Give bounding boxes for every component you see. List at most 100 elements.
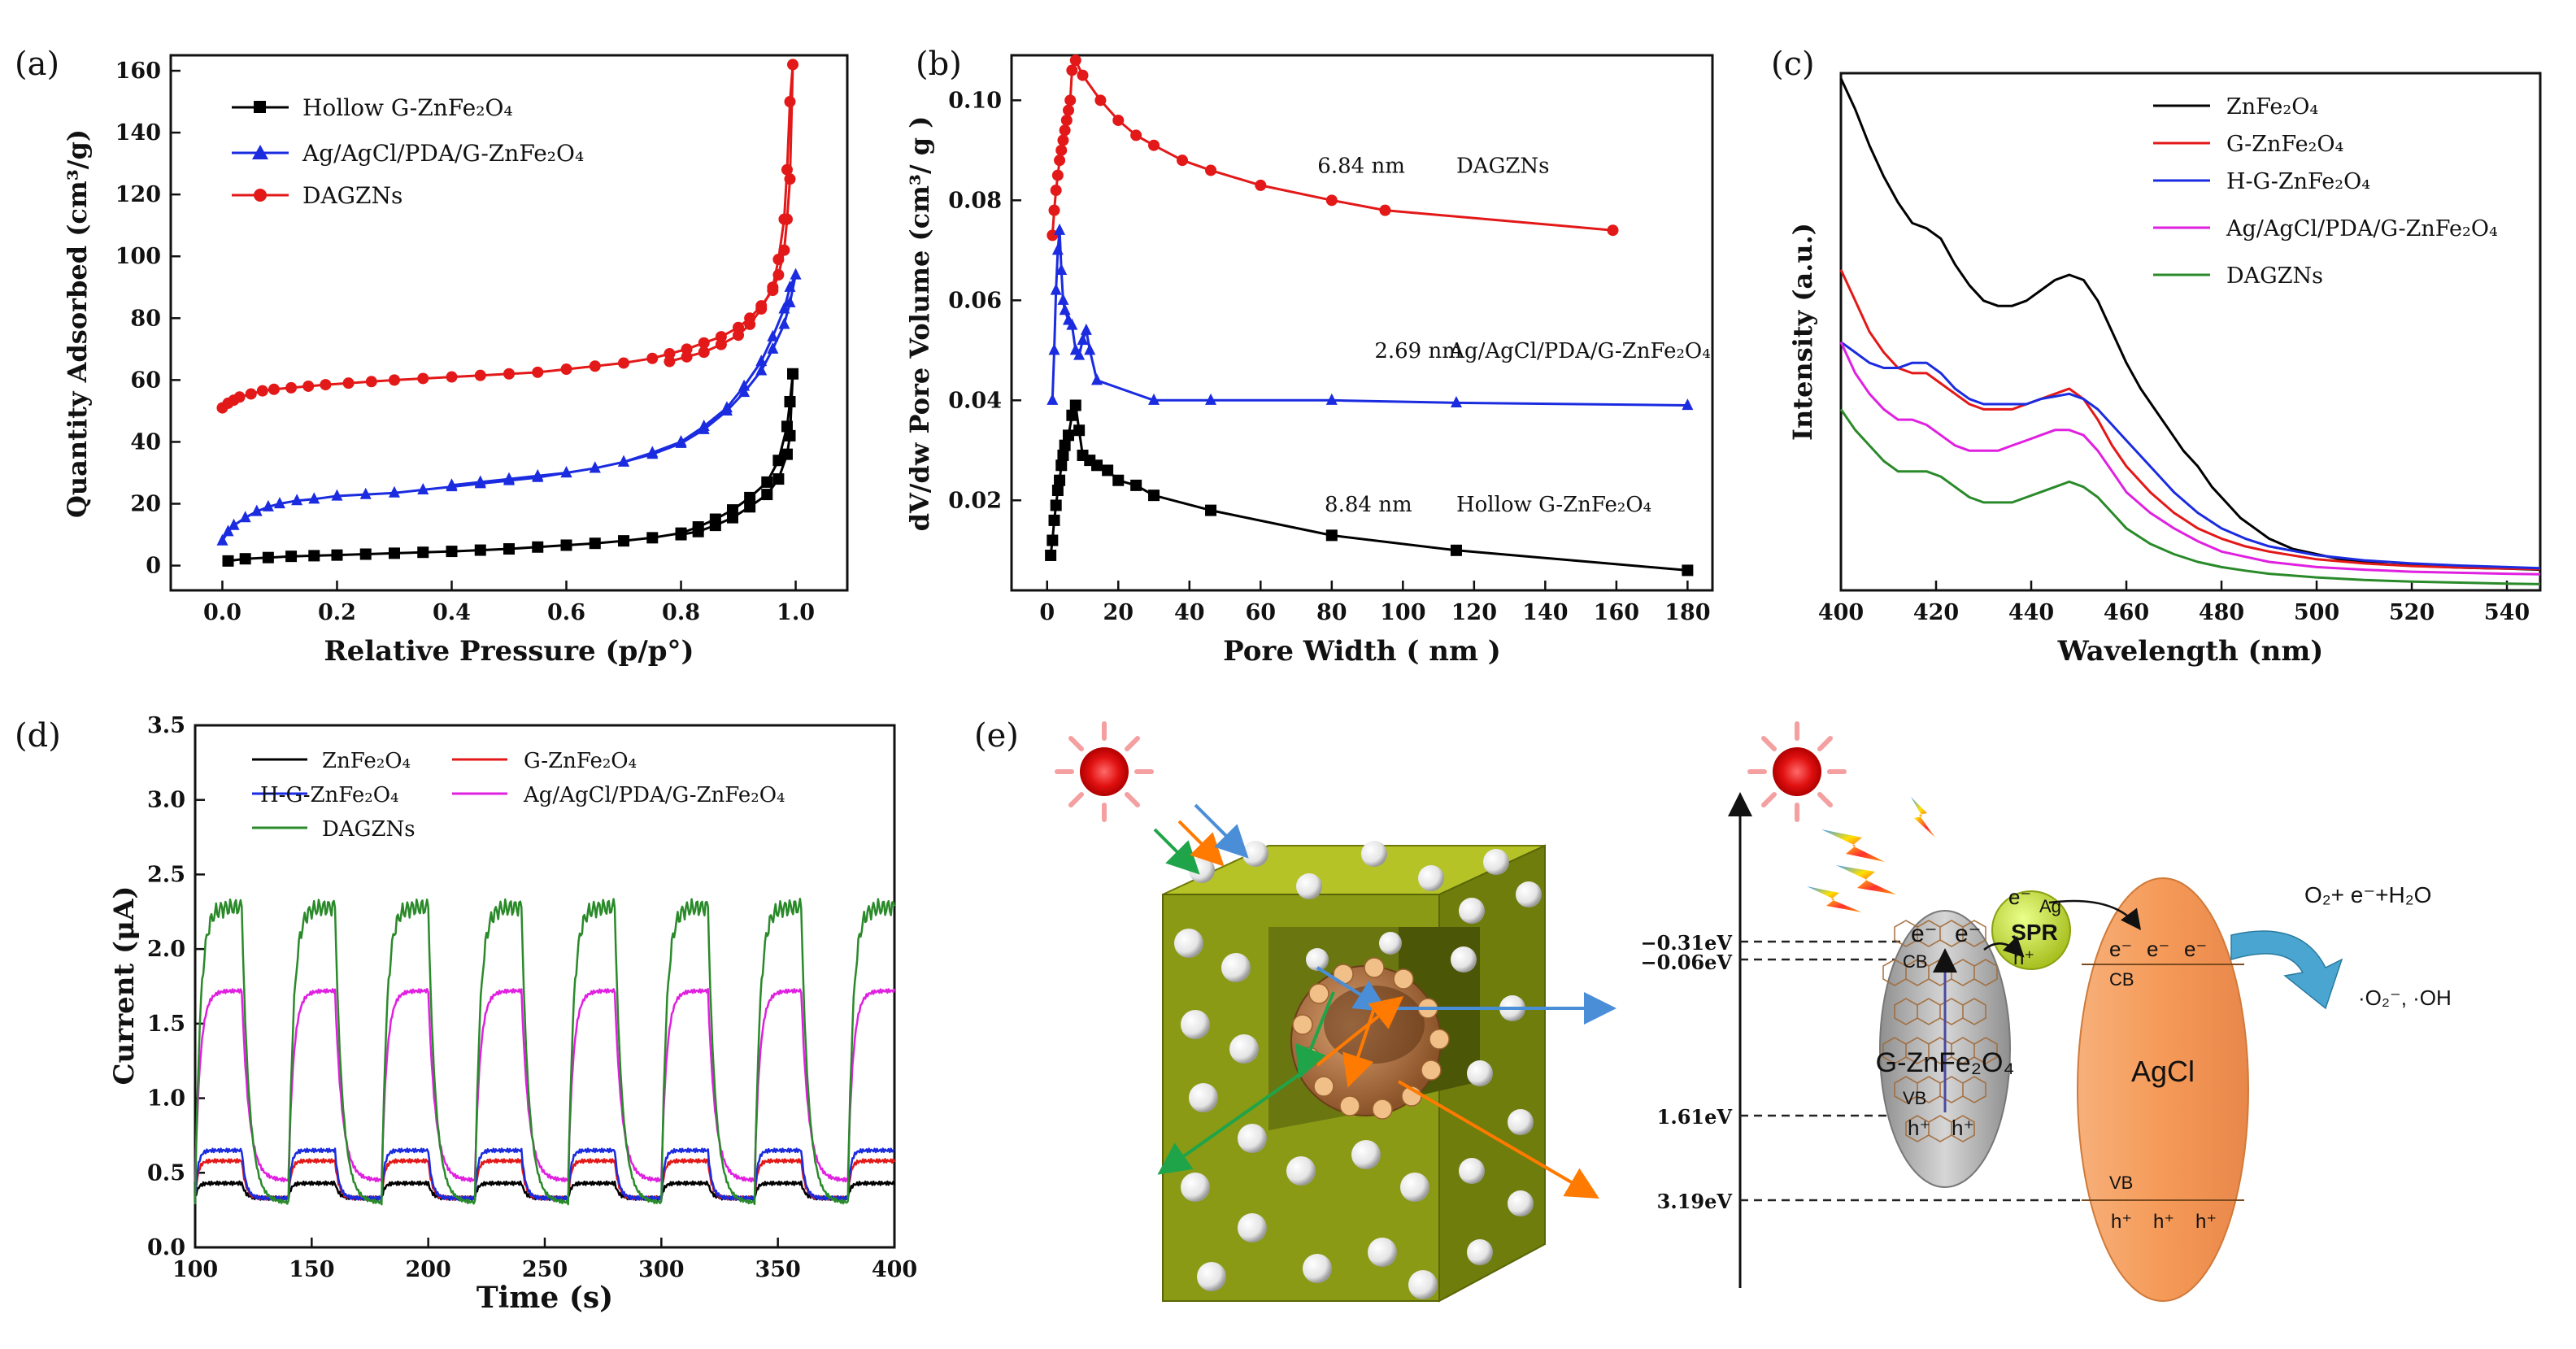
data-point <box>772 455 785 467</box>
data-point <box>532 541 544 553</box>
x-tick-label: 250 <box>522 1257 568 1282</box>
reaction-arrow-icon <box>2230 930 2343 1010</box>
x-tick-label: 80 <box>1316 600 1347 625</box>
legend-marker-hollow <box>254 101 266 113</box>
data-point <box>285 381 298 394</box>
legend-label-agagcl: Ag/AgCl/PDA/G-ZnFe₂O₄ <box>523 783 785 807</box>
data-point <box>1112 114 1125 126</box>
x-tick-label: 140 <box>1522 600 1568 625</box>
y-tick-label: 3.5 <box>147 713 185 738</box>
data-point <box>1177 154 1189 167</box>
data-point <box>262 551 274 564</box>
y-tick-label: 60 <box>130 368 161 393</box>
energy-level-label: 1.61eV <box>1657 1105 1733 1129</box>
y-tick-label: 100 <box>115 244 161 269</box>
annotation-label: 8.84 nm <box>1325 493 1412 517</box>
data-point <box>1055 263 1068 276</box>
data-point <box>618 535 630 547</box>
reaction-output-label: ·O₂⁻, ·OH <box>2358 986 2452 1010</box>
data-point <box>1325 529 1338 542</box>
data-point <box>778 302 790 314</box>
legend-label-gznfe: G-ZnFe₂O₄ <box>524 749 637 773</box>
data-point <box>302 380 315 392</box>
data-point <box>589 537 601 550</box>
x-tick-label: 460 <box>2104 600 2149 625</box>
y-tick-label: 40 <box>130 429 161 455</box>
y-tick-label: 3.0 <box>147 788 185 813</box>
data-point <box>1048 343 1060 355</box>
series-line <box>1051 59 1613 236</box>
data-point <box>1060 114 1073 126</box>
y-tick-label: 0.0 <box>147 1235 185 1260</box>
y-tick-label: 0.5 <box>147 1160 185 1186</box>
series-line <box>1839 77 2541 572</box>
data-point <box>1057 134 1069 146</box>
panel-c-label: (c) <box>1771 46 1815 83</box>
legend-label-hgznfe: H-G-ZnFe₂O₄ <box>2226 169 2370 194</box>
data-point <box>1055 459 1068 472</box>
data-point <box>216 533 228 546</box>
data-point <box>784 173 796 185</box>
y-axis-label: Current (μA) <box>108 886 141 1086</box>
data-point <box>755 355 768 367</box>
data-point <box>285 550 298 563</box>
panel-a: (a) 0.0 0.2 0.4 0.6 0.8 1.0 0 20 40 60 80 100 120 140… <box>15 46 849 668</box>
data-point <box>1066 64 1078 76</box>
electron-label: e⁻ <box>2008 885 2031 909</box>
x-tick-label: 400 <box>1818 600 1864 625</box>
data-point <box>1094 94 1107 107</box>
data-point <box>781 163 793 176</box>
hole-label: h⁺ <box>2195 1211 2217 1233</box>
data-point <box>320 379 332 391</box>
data-point <box>365 376 377 388</box>
annotation-label: 2.69 nm <box>1374 339 1462 363</box>
x-tick-label: 0 <box>1039 600 1055 625</box>
data-point <box>359 548 372 560</box>
data-point <box>1450 544 1462 556</box>
y-tick-label: 80 <box>130 306 161 331</box>
data-point <box>417 546 429 559</box>
x-tick-label: 180 <box>1664 600 1710 625</box>
data-point <box>256 385 268 397</box>
legend-label-agagcl: Ag/AgCl/PDA/G-ZnFe₂O₄ <box>2226 216 2498 242</box>
x-tick-label: 500 <box>2294 600 2339 625</box>
data-point <box>1059 124 1071 137</box>
data-point <box>417 372 429 385</box>
annotation-label: Ag/AgCl/PDA/G-ZnFe₂O₄ <box>1448 339 1710 363</box>
electron-label: e⁻ <box>1911 920 1938 947</box>
data-point <box>1059 303 1071 315</box>
data-point <box>273 497 285 509</box>
data-point <box>1205 393 1217 405</box>
x-tick-label: 0.8 <box>662 600 700 625</box>
data-point <box>1054 474 1066 486</box>
data-point <box>787 368 799 380</box>
data-point <box>784 280 796 292</box>
energy-level-label: 3.19eV <box>1657 1190 1733 1213</box>
ag-label: Ag <box>2039 896 2061 916</box>
data-point <box>1091 373 1103 385</box>
data-point <box>1084 343 1096 355</box>
y-axis-label: dV/dw Pore Volume (cm³/ g ) <box>904 116 935 532</box>
data-point <box>262 499 274 511</box>
agcl-band-illustration: AgCl CB VB e⁻ e⁻ e⁻ h⁺ h⁺ h⁺ <box>2077 877 2249 1302</box>
x-tick-label: 150 <box>289 1257 334 1282</box>
series-line <box>228 372 794 563</box>
data-point <box>589 360 601 372</box>
x-tick-label: 100 <box>1380 600 1425 625</box>
data-point <box>698 337 710 349</box>
data-point <box>1066 409 1078 421</box>
legend-label-hgznfe: H-G-ZnFe₂O₄ <box>260 783 398 807</box>
data-point <box>446 371 458 383</box>
legend-label-dagzns: DAGZNs <box>2226 263 2323 289</box>
data-point <box>698 420 710 432</box>
zno-band-illustration: G-ZnFe₂O₄ CB VB e⁻ e⁻ h⁺ h⁺ <box>1876 910 2014 1188</box>
data-point <box>331 489 343 501</box>
panel-e: (e) <box>974 717 2452 1303</box>
data-point <box>675 435 687 447</box>
data-point <box>1057 293 1069 305</box>
electron-label: e⁻ <box>2147 937 2169 961</box>
y-tick-label: 0.08 <box>948 188 1002 213</box>
y-tick-label: 120 <box>115 182 161 207</box>
data-point <box>744 318 756 330</box>
